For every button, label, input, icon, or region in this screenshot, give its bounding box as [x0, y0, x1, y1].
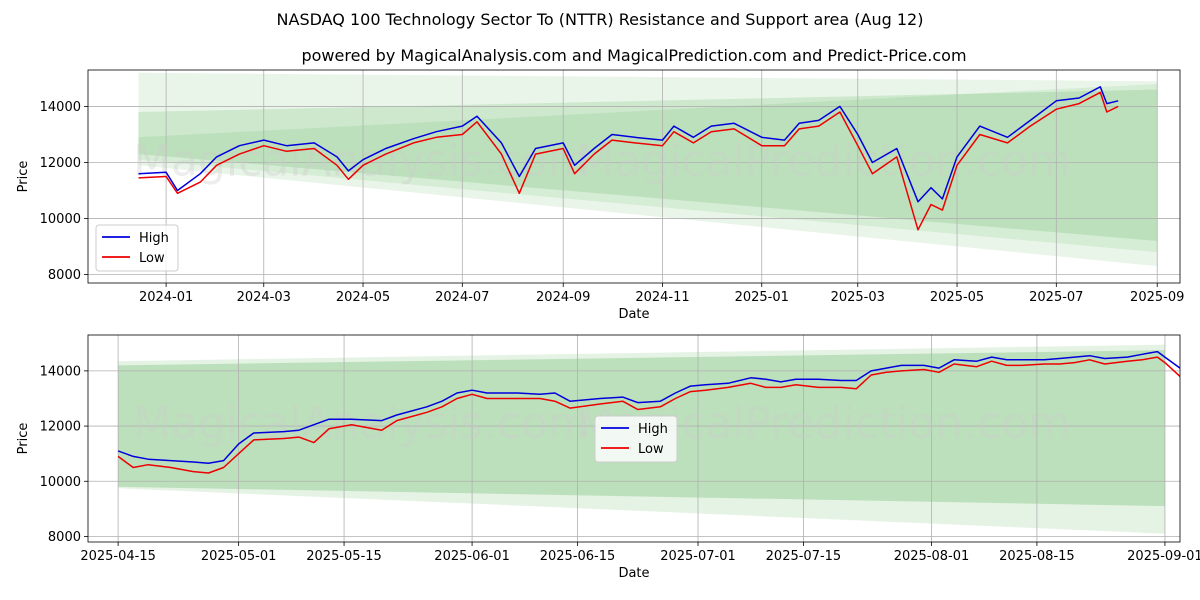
- x-axis-label: Date: [618, 307, 649, 322]
- x-axis-label: Date: [618, 566, 649, 581]
- x-tick-label: 2025-05: [930, 290, 984, 305]
- y-tick-label: 14000: [40, 100, 81, 115]
- plot-frame: [87, 334, 1181, 543]
- chart-1: 2024-01 2024-03 2024-05 2024-07 2024-09 2024-…: [16, 69, 1184, 322]
- x-tick-label: 2025-05-15: [306, 549, 382, 564]
- x-tick-label: 2024-09: [536, 290, 590, 305]
- x-tick-label: 2024-11: [635, 290, 689, 305]
- series-line-high: [117, 350, 1180, 465]
- x-tick-label: 2024-01: [139, 290, 193, 305]
- y-tick-label: 10000: [40, 212, 81, 227]
- x-tick-label: 2024-07: [435, 290, 489, 305]
- x-tick-label: 2025-03: [831, 290, 885, 305]
- x-tick-label: 2025-06-01: [434, 549, 510, 564]
- plot-frame: [87, 69, 1181, 284]
- chart-subtitle: powered by MagicalAnalysis.com and Magic…: [301, 46, 967, 65]
- chart-title: NASDAQ 100 Technology Sector To (NTTR) R…: [276, 10, 924, 29]
- y-tick-label: 12000: [40, 420, 81, 435]
- x-tick-label: 2025-07-15: [766, 549, 842, 564]
- x-tick-label: 2025-08-01: [894, 549, 970, 564]
- x-tick-label: 2025-08-15: [999, 549, 1075, 564]
- y-axis-label: Price: [16, 161, 31, 193]
- x-tick-label: 2025-01: [735, 290, 789, 305]
- legend-label: High: [638, 422, 668, 437]
- legend-label: Low: [139, 251, 165, 266]
- legend-label: High: [139, 231, 169, 246]
- y-tick-label: 14000: [40, 364, 81, 379]
- y-tick-label: 10000: [40, 475, 81, 490]
- x-tick-label: 2024-03: [237, 290, 291, 305]
- x-tick-label: 2025-07-01: [660, 549, 736, 564]
- y-tick-label: 8000: [48, 530, 81, 545]
- support-resistance-band: [138, 84, 1158, 253]
- x-tick-label: 2025-09: [1130, 290, 1184, 305]
- watermark-text: MagicalPrediction.com: [576, 136, 1071, 187]
- support-resistance-band: [138, 72, 1158, 267]
- x-tick-label: 2025-04-15: [80, 549, 156, 564]
- y-tick-label: 12000: [40, 156, 81, 171]
- legend-label: Low: [638, 442, 664, 457]
- y-tick-label: 8000: [48, 268, 81, 283]
- x-tick-label: 2025-06-15: [540, 549, 616, 564]
- legend: High Low: [594, 415, 678, 463]
- series-line-low: [117, 356, 1180, 474]
- x-tick-label: 2025-05-01: [201, 549, 277, 564]
- support-resistance-band: [138, 89, 1158, 241]
- legend: High Low: [95, 224, 179, 272]
- x-tick-label: 2025-07: [1029, 290, 1083, 305]
- x-tick-label: 2024-05: [336, 290, 390, 305]
- x-tick-label: 2025-09-01: [1127, 549, 1200, 564]
- series-line-low: [138, 91, 1119, 231]
- watermark-text: MagicalAnalysis.com: [133, 398, 591, 449]
- chart-2: 2025-04-15 2025-05-01 2025-05-15 2025-06-01…: [16, 334, 1200, 581]
- series-line-high: [138, 86, 1119, 203]
- y-axis-label: Price: [16, 423, 31, 455]
